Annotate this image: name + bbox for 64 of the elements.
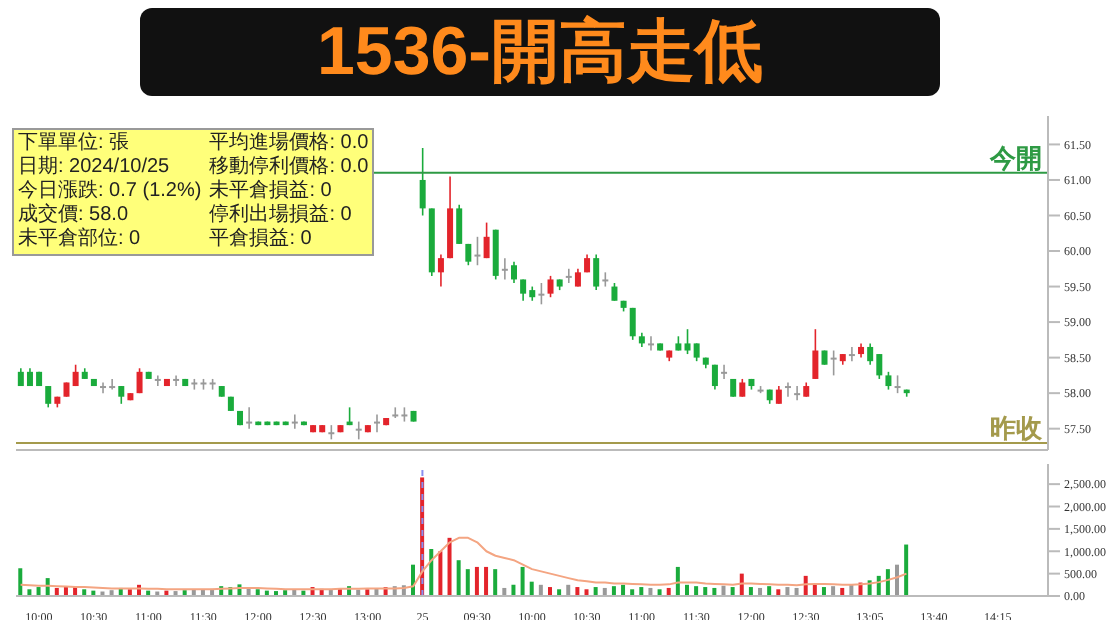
annotation: 成交價: 58.0 — [18, 204, 131, 227]
candlestick — [647, 335, 654, 352]
candlestick — [812, 328, 819, 380]
bar — [529, 581, 534, 596]
candlestick — [154, 374, 161, 387]
chart-title: 1536-開高走低 — [140, 8, 940, 96]
bar — [447, 537, 452, 596]
bar — [465, 569, 470, 596]
candlestick — [784, 381, 791, 398]
candlestick — [419, 147, 426, 217]
candlestick — [629, 307, 636, 341]
bar — [767, 586, 772, 596]
candlestick — [593, 253, 600, 291]
candlestick — [246, 406, 253, 430]
ref-line-label: 今開 — [988, 142, 1042, 173]
line-series — [19, 536, 908, 591]
candlestick — [501, 257, 508, 281]
candlestick — [291, 413, 298, 430]
candlestick — [565, 267, 572, 284]
candlestick — [510, 260, 517, 284]
annotation: 日期: 2024/10/25 — [18, 156, 172, 179]
candlestick — [538, 282, 545, 306]
bar — [429, 549, 434, 596]
candlestick — [45, 385, 52, 409]
bar — [438, 551, 443, 596]
bar — [493, 569, 498, 596]
annotation: 移動停利價格: 0.0 — [209, 156, 369, 179]
annotation: 停利出場損益: 0 — [209, 204, 354, 228]
candlestick — [173, 374, 180, 387]
candlestick — [794, 385, 801, 402]
bar — [675, 566, 680, 596]
candlestick — [474, 236, 481, 267]
candlestick — [721, 363, 728, 380]
candlestick — [374, 413, 380, 434]
bar — [18, 568, 23, 596]
bar — [456, 560, 461, 596]
annotation: 平倉損益: 0 — [209, 228, 314, 252]
bar — [474, 566, 479, 596]
candlestick — [100, 381, 107, 394]
annotation: 平均進場價格: 0.0 — [209, 132, 369, 155]
annotation: 下單單位: 張 — [18, 132, 132, 155]
candlestick — [830, 349, 837, 377]
candlestick — [483, 221, 490, 259]
annotation: 未平倉損益: 0 — [209, 180, 334, 203]
bar — [520, 566, 525, 596]
candlestick — [547, 275, 554, 299]
bar — [904, 544, 909, 596]
candlestick — [520, 278, 527, 302]
bar — [895, 564, 900, 596]
candlestick — [492, 228, 499, 281]
ref-line-label: 昨收 — [990, 412, 1044, 443]
annotation: 未平倉部位: 0 — [18, 228, 143, 252]
candlestick — [437, 253, 444, 288]
candlestick — [392, 406, 399, 419]
candlestick — [136, 367, 143, 394]
annotation: 今日漲跌: 0.7 (1.2%) — [18, 180, 202, 203]
bar — [831, 586, 836, 596]
candlestick — [355, 420, 362, 441]
candlestick — [848, 346, 855, 362]
candlestick — [711, 363, 718, 391]
bar — [611, 586, 616, 596]
candlestick — [456, 204, 463, 245]
bar — [694, 586, 699, 596]
bar — [484, 566, 489, 596]
